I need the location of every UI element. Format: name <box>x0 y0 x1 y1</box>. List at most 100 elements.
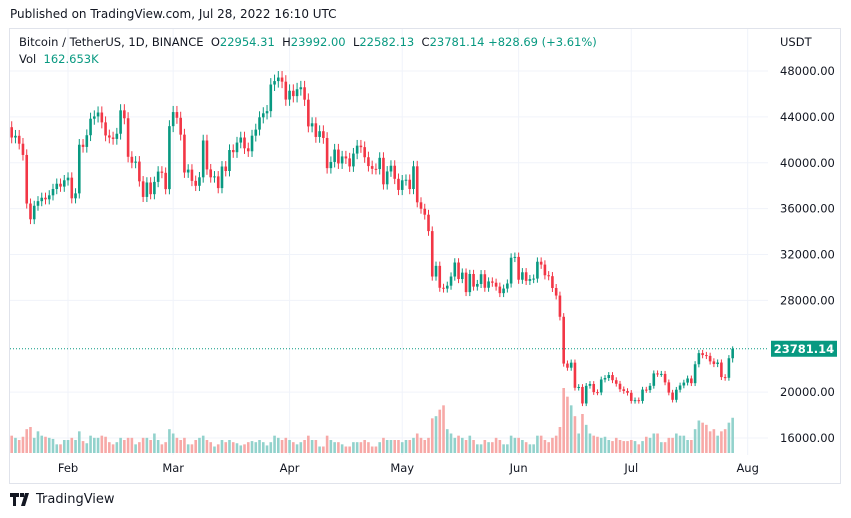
candle-body <box>156 171 160 182</box>
volume-bar <box>59 444 62 453</box>
volume-bar <box>55 444 59 453</box>
volume-bar <box>239 445 243 453</box>
volume-legend: Vol 162.653K <box>19 52 99 66</box>
volume-bar <box>246 442 250 453</box>
volume-bar <box>618 440 622 453</box>
last-price-badge <box>771 340 837 357</box>
volume-bar <box>352 442 355 453</box>
volume-bar <box>126 437 130 453</box>
candle-body <box>566 363 569 368</box>
candle-body <box>682 382 686 386</box>
volume-bar <box>243 444 246 453</box>
volume-bar <box>521 440 524 453</box>
candle-body <box>633 400 637 402</box>
volume-bar <box>453 437 457 453</box>
volume-bar <box>190 444 194 453</box>
volume-bar <box>194 440 197 453</box>
candle-body <box>93 116 96 119</box>
volume-bar <box>479 444 483 453</box>
candle-body <box>554 287 558 296</box>
volume-bar <box>656 433 659 453</box>
volume-bar <box>21 436 25 453</box>
candle-body <box>310 123 314 127</box>
volume-bar <box>303 440 306 453</box>
volume-bar <box>502 444 505 453</box>
volume-bar <box>40 435 44 453</box>
volume-label: Vol <box>19 52 37 66</box>
chart-frame <box>9 28 841 484</box>
volume-bar <box>164 442 167 453</box>
candle-body <box>404 179 408 181</box>
high-label: H <box>282 35 291 49</box>
candle-body <box>367 157 370 167</box>
candle-body <box>77 144 81 194</box>
volume-bar <box>445 429 449 453</box>
volume-bar <box>205 440 209 453</box>
candle-body <box>626 390 629 393</box>
candle-body <box>352 153 355 167</box>
volume-bar <box>491 442 494 453</box>
volume-bar <box>607 440 611 453</box>
volume-bar <box>720 431 723 453</box>
volume-bar <box>81 441 85 453</box>
candle-body <box>603 378 607 380</box>
volume-bar <box>277 437 280 453</box>
volume-bar <box>141 437 145 453</box>
candle-body <box>258 117 261 130</box>
volume-bar <box>442 405 445 453</box>
candle-body <box>483 274 487 288</box>
volume-bar <box>258 440 261 453</box>
volume-bar <box>393 440 397 453</box>
candle-body <box>194 180 197 186</box>
volume-bar <box>378 442 381 453</box>
volume-bar <box>430 418 434 453</box>
candle-body <box>551 276 554 288</box>
volume-bar <box>438 409 442 453</box>
candle-body <box>160 171 164 173</box>
candle-body <box>322 131 325 138</box>
candle-body <box>153 181 156 195</box>
volume-bar <box>77 431 81 453</box>
candle-body <box>145 182 149 197</box>
volume-bar <box>419 437 423 453</box>
volume-bar <box>603 436 607 453</box>
volume-bar <box>423 440 427 453</box>
volume-bar <box>295 444 299 453</box>
candle-body <box>14 135 17 138</box>
candle-body <box>292 90 295 97</box>
y-tick-label: 36000.00 <box>780 202 835 216</box>
volume-bar <box>183 437 186 453</box>
y-tick-label: 16000.00 <box>780 431 835 445</box>
candle-body <box>243 137 246 149</box>
volume-bar <box>697 420 701 453</box>
candle-body <box>731 348 734 359</box>
volume-bar <box>344 446 348 453</box>
volume-bar <box>543 440 547 453</box>
volume-bar <box>288 440 291 453</box>
candle-body <box>333 149 336 162</box>
candle-body <box>569 362 573 368</box>
tradingview-logo[interactable]: TradingView <box>10 492 115 507</box>
volume-bar <box>599 437 603 453</box>
published-note: Published on TradingView.com, Jul 28, 20… <box>10 7 337 21</box>
candle-body <box>96 112 100 117</box>
candle-body <box>186 169 190 173</box>
candle-body <box>374 168 378 170</box>
candle-body <box>708 355 712 362</box>
volume-bar <box>104 436 107 453</box>
volume-bar <box>573 416 577 453</box>
candle-body <box>183 134 186 173</box>
candle-body <box>171 112 175 127</box>
candle-body <box>138 161 141 182</box>
candle-body <box>318 131 321 137</box>
candle-body <box>727 358 731 378</box>
candle-body <box>62 180 66 187</box>
candle-body <box>130 156 134 163</box>
candle-body <box>344 156 348 159</box>
candle-body <box>370 166 374 169</box>
volume-bar <box>554 435 558 453</box>
candle-body <box>363 147 366 158</box>
volume-bar <box>44 436 47 453</box>
candle-body <box>581 386 584 404</box>
